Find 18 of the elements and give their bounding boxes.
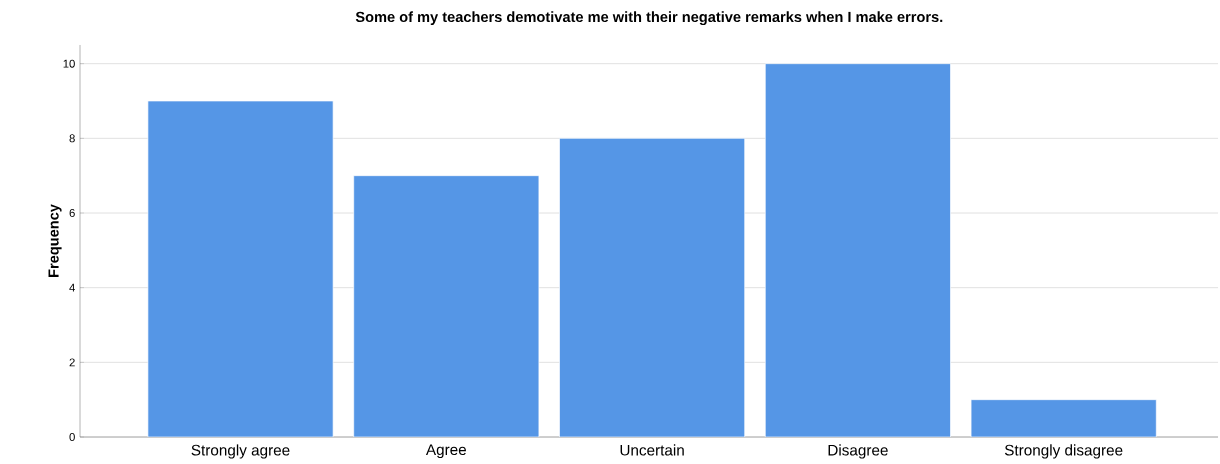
x-tick-label: Uncertain [620,444,684,456]
bar [764,63,951,437]
bar [559,138,746,437]
x-tick-label: Disagree [828,444,888,459]
bar [970,399,1157,437]
y-tick-label: 10 [63,59,75,68]
y-tick-label: 2 [69,358,75,367]
x-tick-label: Agree [425,444,466,459]
bar [353,175,540,437]
x-tick-label: Strongly agree [191,444,290,459]
y-tick-label: 0 [69,433,75,441]
y-tick-label: 8 [69,134,75,143]
bar [147,100,334,437]
y-tick-label: 6 [69,209,75,217]
chart-title: Some of my teachers demotivate me with their negative remarks when I make errors. [355,11,943,26]
y-tick-label: 4 [69,283,75,292]
x-tick-label: Strongly disagree [1004,444,1123,459]
y-axis-title: Frequency [48,204,62,277]
